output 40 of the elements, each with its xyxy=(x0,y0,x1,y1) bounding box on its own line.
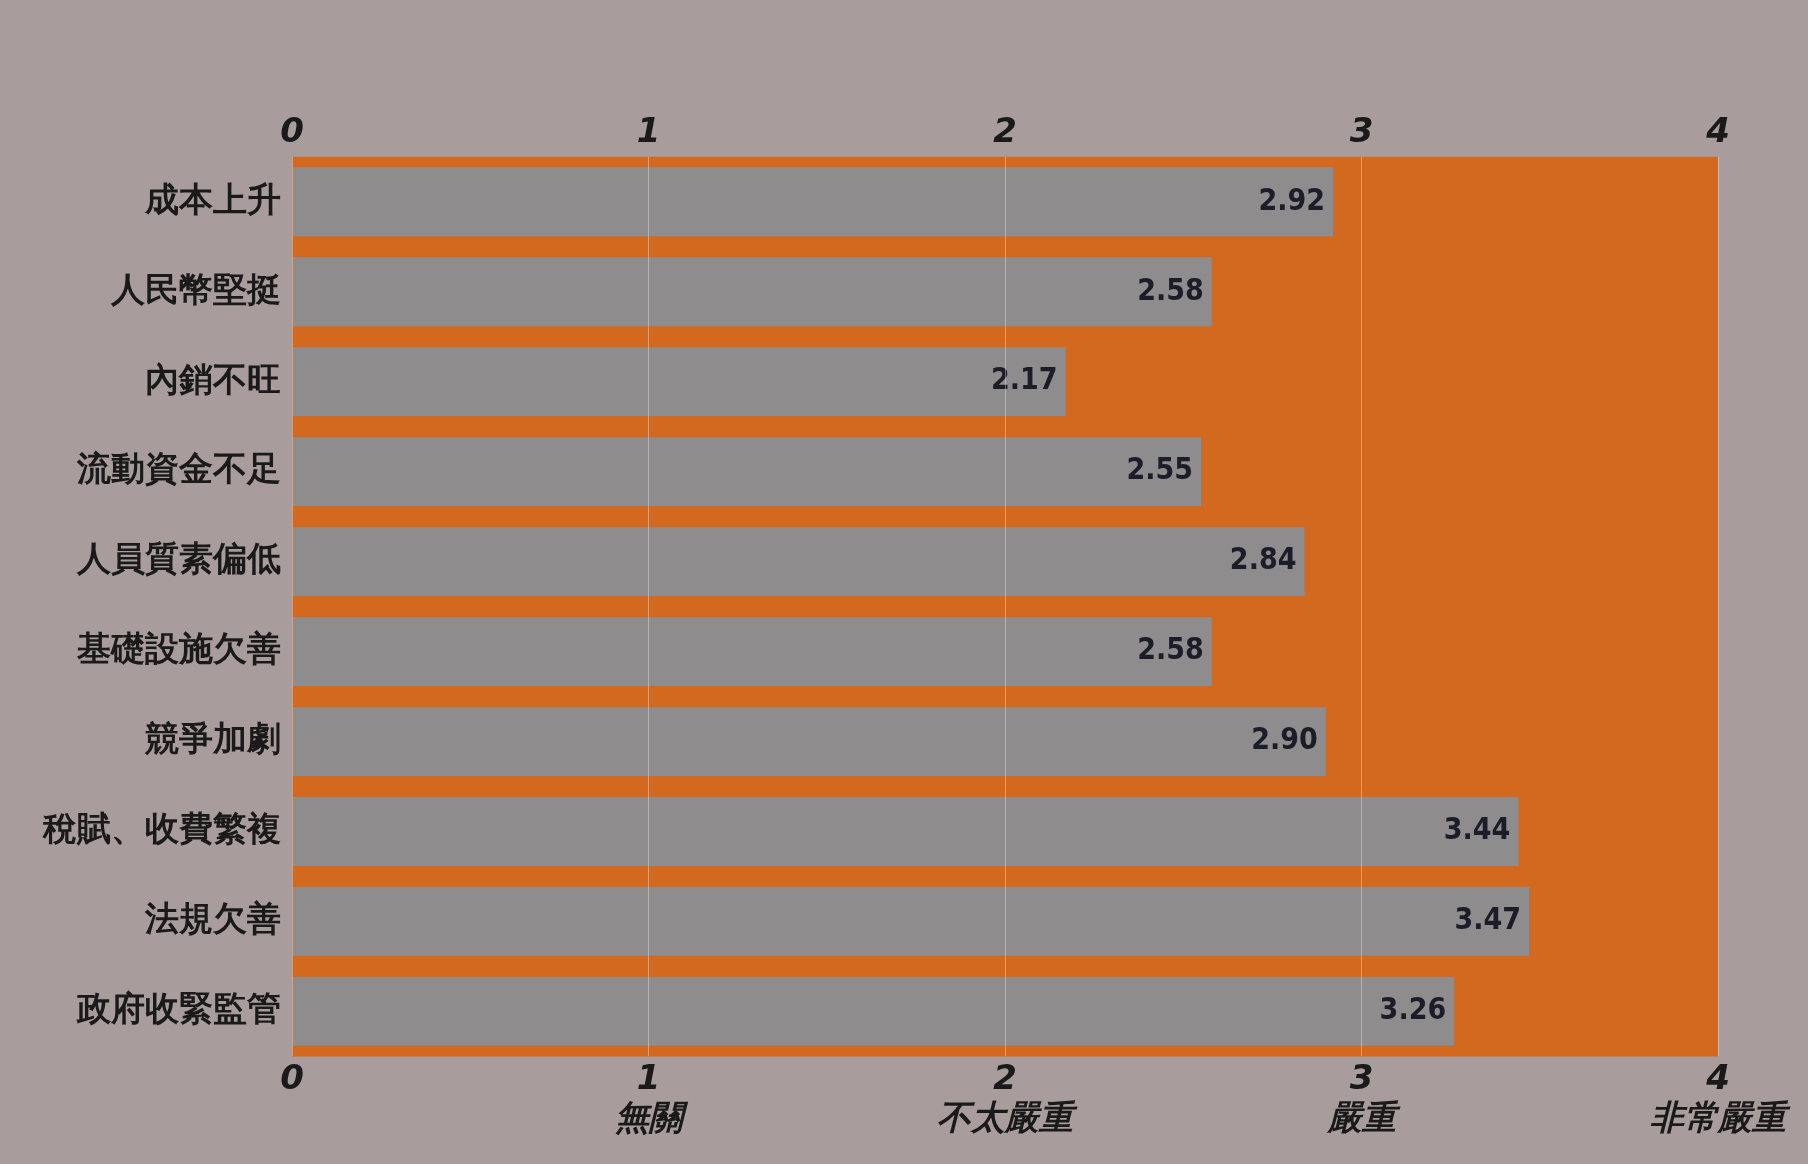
bar xyxy=(292,977,1455,1046)
y-tick-label: 法規欠善 xyxy=(144,898,281,939)
x-tick-label: 0 xyxy=(280,1056,304,1097)
data-label: 2.55 xyxy=(1126,451,1194,487)
y-tick-label: 競爭加劇 xyxy=(144,718,281,759)
data-label: 2.58 xyxy=(1137,271,1204,307)
x2-tick-label: 1 xyxy=(636,110,661,151)
bar xyxy=(292,617,1212,686)
bar xyxy=(292,707,1326,776)
bar xyxy=(292,347,1066,417)
data-label: 2.90 xyxy=(1251,721,1318,757)
y-tick-label: 政府收緊監管 xyxy=(76,988,281,1029)
data-label: 3.47 xyxy=(1454,901,1522,937)
x-tick-label: 1 無關 xyxy=(614,1056,689,1138)
y-tick-label: 人員質素偏低 xyxy=(76,538,281,579)
y-tick-label: 基礎設施欠善 xyxy=(76,628,281,669)
bar xyxy=(292,257,1212,327)
x-tick-label: 3 嚴重 xyxy=(1325,1056,1401,1138)
x2-tick-label: 3 xyxy=(1349,110,1374,151)
bar xyxy=(292,797,1519,866)
y-tick-label: 流動資金不足 xyxy=(76,448,281,489)
data-label: 2.58 xyxy=(1137,631,1204,667)
data-label: 2.84 xyxy=(1229,541,1297,577)
x2-tick-label: 2 xyxy=(993,110,1017,151)
data-label: 2.92 xyxy=(1258,181,1325,217)
data-label: 2.17 xyxy=(991,361,1058,397)
y-tick-label: 人民幣堅挺 xyxy=(110,268,281,309)
y-tick-label: 稅賦、收費繁複 xyxy=(42,808,281,849)
x2-tick-label: 0 xyxy=(280,110,304,151)
x2-tick-label: 4 xyxy=(1705,110,1730,151)
x-tick-label: 4 非常嚴重 xyxy=(1650,1056,1791,1138)
bar xyxy=(292,167,1333,237)
bar xyxy=(292,887,1530,956)
data-label: 3.26 xyxy=(1379,991,1447,1027)
bar xyxy=(292,527,1305,597)
data-label: 3.44 xyxy=(1443,811,1511,847)
y-tick-label: 內銷不旺 xyxy=(145,358,281,399)
x-tick-label: 2 不太嚴重 xyxy=(937,1056,1078,1138)
y-tick-label: 成本上升 xyxy=(144,178,281,219)
bar xyxy=(292,437,1202,507)
